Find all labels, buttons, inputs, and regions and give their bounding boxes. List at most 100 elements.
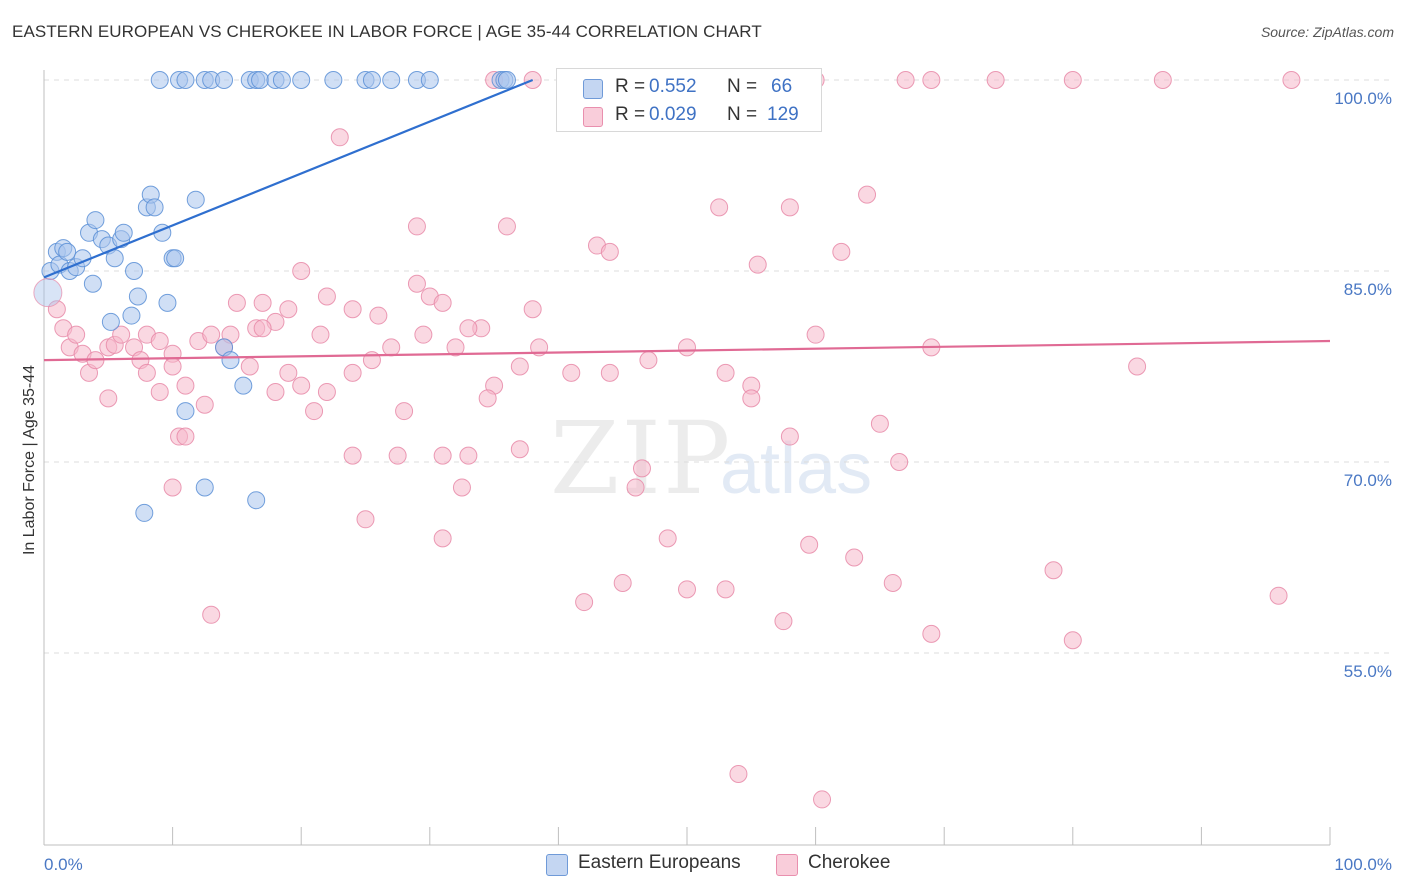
point-cherokee <box>922 71 941 89</box>
point-cherokee <box>176 427 195 446</box>
point-cherokee <box>845 548 864 567</box>
legend-n-value: 66 <box>771 76 793 97</box>
legend-r-value: 0.552 <box>649 76 697 97</box>
point-cherokee <box>266 382 285 401</box>
point-cherokee <box>112 325 131 344</box>
trend-line-eastern <box>43 78 534 279</box>
point-cherokee <box>858 185 877 204</box>
series-legend: Eastern Europeans Cherokee <box>0 852 1406 880</box>
point-cherokee <box>150 382 169 401</box>
point-eastern <box>234 376 253 395</box>
point-cherokee <box>227 293 246 312</box>
point-cherokee <box>575 593 594 612</box>
point-cherokee <box>433 293 452 312</box>
point-cherokee <box>330 128 349 147</box>
y-tick-label: 85.0% <box>1344 280 1392 299</box>
point-cherokee <box>99 389 118 408</box>
point-eastern <box>186 190 205 209</box>
point-eastern <box>114 223 133 242</box>
point-cherokee <box>1063 71 1082 89</box>
point-cherokee <box>632 459 651 478</box>
point-cherokee <box>369 306 388 325</box>
point-cherokee <box>600 242 619 261</box>
point-cherokee <box>382 338 401 357</box>
point-cherokee <box>459 446 478 465</box>
point-cherokee <box>195 395 214 414</box>
point-eastern <box>272 71 291 89</box>
legend-n-value: 129 <box>767 104 799 125</box>
point-eastern <box>128 287 147 306</box>
point-cherokee <box>710 198 729 217</box>
point-cherokee <box>459 319 478 338</box>
legend-row-eastern: R = 0.552 N = 66 <box>557 73 821 101</box>
legend-n-label: N = <box>727 76 758 97</box>
point-eastern <box>221 351 240 370</box>
point-eastern <box>101 312 120 331</box>
point-eastern <box>324 71 343 89</box>
point-cherokee <box>523 300 542 319</box>
point-eastern <box>145 198 164 217</box>
point-cherokee <box>343 300 362 319</box>
point-eastern <box>150 71 169 89</box>
point-cherokee <box>716 580 735 599</box>
point-cherokee <box>279 300 298 319</box>
point-cherokee <box>253 293 272 312</box>
point-cherokee <box>202 605 221 624</box>
legend-swatch-eastern <box>583 79 603 99</box>
point-cherokee <box>510 440 529 459</box>
point-eastern <box>86 211 105 230</box>
point-cherokee <box>813 790 832 809</box>
point-cherokee <box>311 325 330 344</box>
legend-swatch-eastern <box>546 854 568 876</box>
point-cherokee <box>343 363 362 382</box>
point-cherokee <box>729 764 748 783</box>
axes <box>43 70 1331 846</box>
point-cherokee <box>292 376 311 395</box>
legend-n-label: N = <box>727 104 758 125</box>
point-cherokee <box>613 573 632 592</box>
point-eastern <box>158 293 177 312</box>
point-cherokee <box>202 325 221 344</box>
point-cherokee <box>1269 586 1288 605</box>
point-cherokee <box>748 255 767 274</box>
point-cherokee <box>163 478 182 497</box>
chart-title: EASTERN EUROPEAN VS CHEROKEE IN LABOR FO… <box>12 22 762 41</box>
point-eastern <box>176 71 195 89</box>
axis-labels: 55.0% 70.0% 85.0% 100.0% 0.0% 100.0% In Labor … <box>21 89 1392 874</box>
point-eastern <box>58 242 77 261</box>
point-cherokee <box>47 300 66 319</box>
point-cherokee <box>150 332 169 351</box>
legend-label-eastern: Eastern Europeans <box>578 852 741 873</box>
point-cherokee <box>433 446 452 465</box>
point-cherokee <box>1063 631 1082 650</box>
point-cherokee <box>1282 71 1301 89</box>
trend-line-cherokee <box>43 339 1331 362</box>
watermark-zip: ZIP <box>550 400 733 517</box>
point-eastern <box>362 71 381 89</box>
point-cherokee <box>562 363 581 382</box>
point-cherokee <box>407 217 426 236</box>
point-cherokee <box>510 357 529 376</box>
point-cherokee <box>414 325 433 344</box>
point-cherokee <box>497 217 516 236</box>
point-eastern <box>497 71 516 89</box>
x-tick-label: 100.0% <box>1334 855 1392 874</box>
point-cherokee <box>433 529 452 548</box>
point-eastern <box>247 491 266 510</box>
point-cherokee <box>678 580 696 599</box>
x-tick-label: 0.0% <box>44 855 83 874</box>
data-points <box>33 71 1301 809</box>
point-cherokee <box>806 325 825 344</box>
point-cherokee <box>395 402 414 421</box>
point-cherokee <box>452 478 471 497</box>
point-cherokee <box>774 612 793 631</box>
point-cherokee <box>716 363 735 382</box>
point-cherokee <box>137 363 156 382</box>
y-axis-label: In Labor Force | Age 35-44 <box>21 365 38 555</box>
point-cherokee <box>305 402 324 421</box>
point-cherokee <box>890 453 909 471</box>
point-eastern <box>125 262 144 280</box>
point-eastern <box>251 71 270 89</box>
point-eastern <box>176 402 195 421</box>
